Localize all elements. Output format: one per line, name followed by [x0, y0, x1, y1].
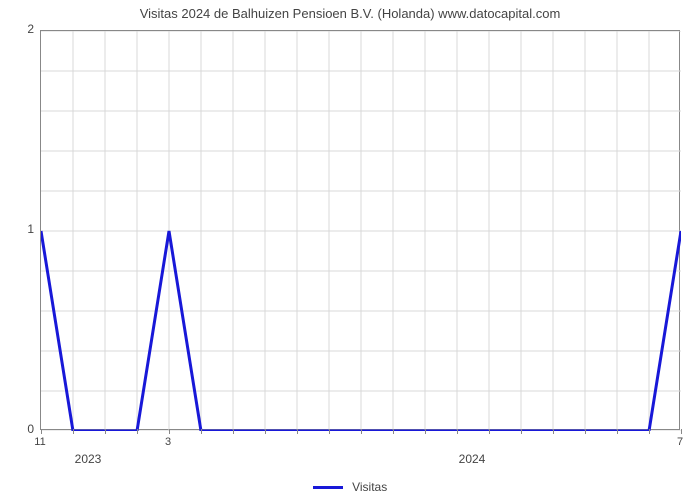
legend-label: Visitas [352, 480, 387, 494]
x-tick-label: 11 [34, 436, 45, 448]
x-axis-group-label: 2023 [75, 452, 102, 466]
chart-title: Visitas 2024 de Balhuizen Pensioen B.V. … [0, 6, 700, 21]
y-tick-label: 0 [4, 422, 34, 436]
plot-area [40, 30, 680, 430]
y-tick-label: 2 [4, 22, 34, 36]
y-tick-label: 1 [4, 222, 34, 236]
chart-container: { "chart": { "type": "line", "title": "V… [0, 0, 700, 500]
legend-swatch [313, 486, 343, 489]
data-line [41, 31, 681, 431]
legend: Visitas [0, 480, 700, 494]
x-tick-label: 7 [677, 436, 683, 448]
x-axis-group-label: 2024 [459, 452, 486, 466]
x-tick-label: 3 [165, 436, 171, 448]
